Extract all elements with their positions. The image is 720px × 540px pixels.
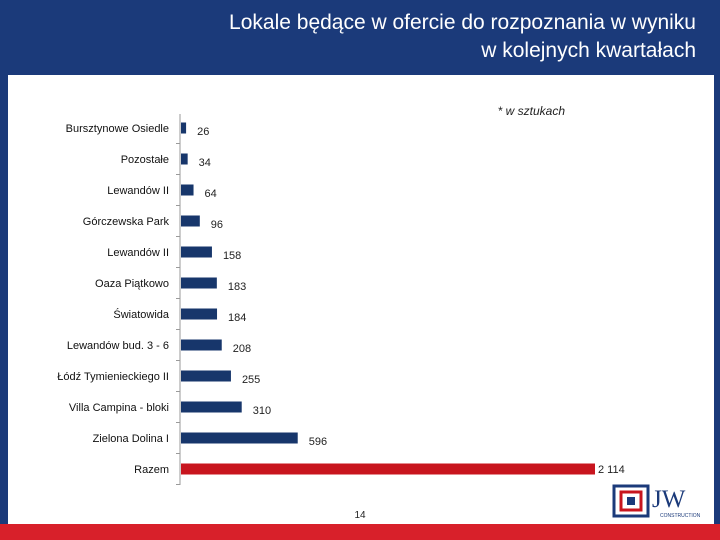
data-bar — [181, 308, 218, 320]
value-label: 26 — [197, 126, 209, 138]
value-label: 34 — [199, 157, 211, 169]
category-label: Bursztynowe Osiedle — [66, 123, 169, 135]
data-bar — [181, 215, 200, 227]
title-line-2: w kolejnych kwartałach — [481, 39, 696, 62]
footer-bar — [0, 524, 720, 540]
value-label: 255 — [242, 374, 260, 386]
left-frame-bar — [0, 0, 8, 540]
data-bar — [181, 184, 194, 196]
total-bar — [181, 463, 595, 475]
header-banner: Lokale będące w ofercie do rozpoznania w… — [0, 0, 720, 75]
category-label: Górczewska Park — [83, 216, 170, 228]
data-bar — [181, 153, 188, 165]
value-label: 64 — [205, 188, 217, 200]
value-label: 596 — [309, 436, 327, 448]
category-label: Łódź Tymienieckiego II — [57, 371, 169, 383]
value-label: 158 — [223, 250, 241, 262]
value-label: 96 — [211, 219, 223, 231]
title-line-1: Lokale będące w ofercie do rozpoznania w… — [229, 11, 696, 34]
category-label: Zielona Dolina I — [93, 433, 169, 445]
category-label: Villa Campina - bloki — [69, 402, 169, 414]
value-label: 310 — [253, 405, 271, 417]
data-bar — [181, 339, 222, 351]
category-label: Światowida — [113, 308, 170, 321]
logo-subtitle: CONSTRUCTION — [660, 513, 701, 519]
page-number: 14 — [354, 510, 366, 521]
category-label: Lewandów bud. 3 - 6 — [67, 340, 169, 352]
unit-note: * w sztukach — [497, 104, 565, 118]
data-bar — [181, 370, 231, 382]
total-value-label: 2 114 — [598, 464, 625, 476]
value-label: 183 — [228, 281, 246, 293]
data-bar — [181, 432, 298, 444]
category-label: Razem — [134, 464, 169, 476]
data-bar — [181, 122, 187, 134]
data-bar — [181, 401, 242, 413]
data-bar — [181, 246, 212, 258]
value-label: 208 — [233, 343, 251, 355]
data-bar — [181, 277, 217, 289]
category-label: Lewandów II — [107, 247, 169, 259]
page-title: Lokale będące w ofercie do rozpoznania w… — [36, 9, 696, 65]
category-label: Oaza Piątkowo — [95, 278, 169, 290]
category-label: Lewandów II — [107, 185, 169, 197]
company-logo: JW CONSTRUCTION — [612, 484, 701, 519]
category-label: Pozostałe — [121, 154, 169, 166]
right-frame-bar — [714, 0, 720, 540]
value-label: 184 — [228, 312, 246, 324]
logo-letters: JW — [652, 486, 686, 513]
